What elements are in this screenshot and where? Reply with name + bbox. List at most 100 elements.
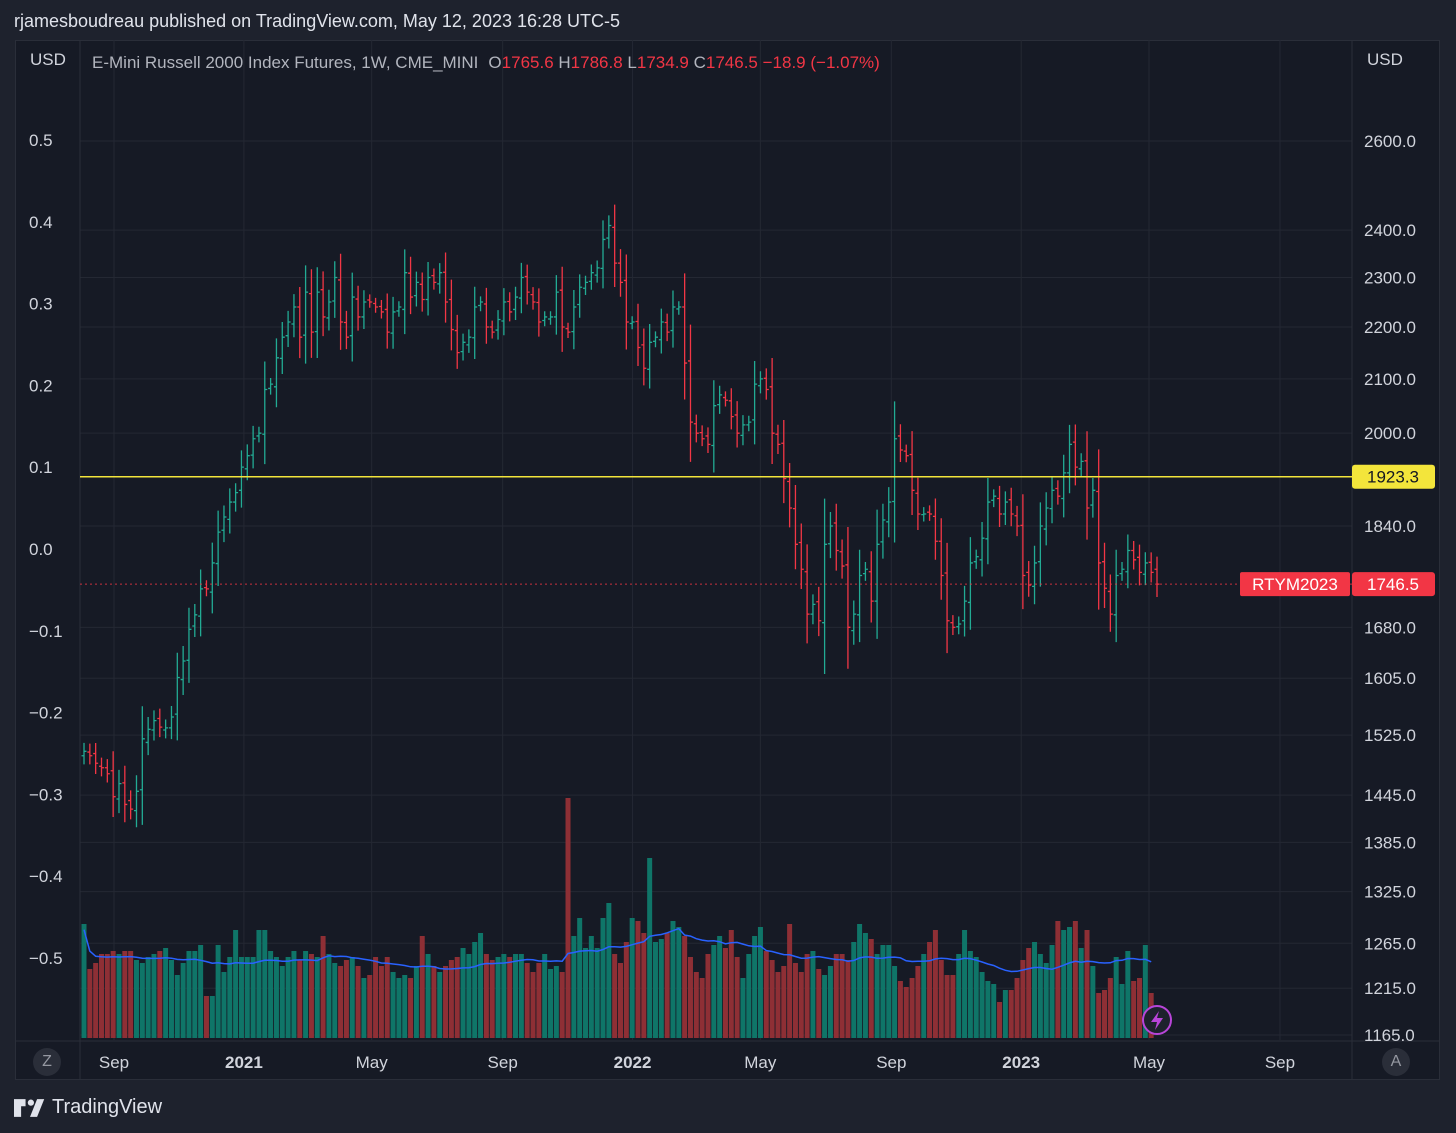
ohlc-bar[interactable] xyxy=(985,477,991,565)
ohlc-bar[interactable] xyxy=(693,414,699,443)
ohlc-bar[interactable] xyxy=(349,272,355,362)
ohlc-bar[interactable] xyxy=(145,716,151,756)
ohlc-bar[interactable] xyxy=(950,615,956,635)
ohlc-bar[interactable] xyxy=(909,431,915,516)
ohlc-bar[interactable] xyxy=(798,523,804,589)
ohlc-bar[interactable] xyxy=(262,361,268,465)
ohlc-bar[interactable] xyxy=(740,415,746,446)
auto-scale-z-button[interactable]: Z xyxy=(33,1048,61,1076)
ohlc-bar[interactable] xyxy=(862,562,868,581)
ohlc-bar[interactable] xyxy=(128,790,134,820)
ohlc-bar[interactable] xyxy=(215,510,221,587)
ohlc-bar[interactable] xyxy=(746,415,752,432)
ohlc-bar[interactable] xyxy=(722,391,728,407)
ohlc-bar[interactable] xyxy=(583,275,589,295)
ohlc-bar[interactable] xyxy=(600,220,606,289)
ohlc-bar[interactable] xyxy=(1096,449,1102,610)
ohlc-bar[interactable] xyxy=(355,285,361,331)
ohlc-bar[interactable] xyxy=(588,264,594,290)
ohlc-bar[interactable] xyxy=(168,706,174,740)
ohlc-bar[interactable] xyxy=(384,293,390,349)
ohlc-bar[interactable] xyxy=(979,522,985,577)
ohlc-bar[interactable] xyxy=(1020,494,1026,610)
ohlc-bar[interactable] xyxy=(256,426,262,443)
ohlc-bar[interactable] xyxy=(577,274,583,318)
ohlc-bar[interactable] xyxy=(967,537,973,630)
ohlc-bar[interactable] xyxy=(1067,424,1073,494)
ohlc-bar[interactable] xyxy=(559,266,565,352)
ohlc-bar[interactable] xyxy=(973,549,979,569)
ohlc-bar[interactable] xyxy=(629,316,635,330)
ohlc-bar[interactable] xyxy=(378,299,384,319)
ohlc-bar[interactable] xyxy=(927,505,933,521)
ohlc-bar[interactable] xyxy=(495,310,501,340)
ohlc-bar[interactable] xyxy=(851,600,857,645)
ohlc-bar[interactable] xyxy=(320,271,326,337)
ohlc-bar[interactable] xyxy=(618,249,623,297)
ohlc-bar[interactable] xyxy=(443,252,449,323)
ohlc-bar[interactable] xyxy=(203,580,209,597)
ohlc-bar[interactable] xyxy=(483,287,489,344)
ohlc-bar[interactable] xyxy=(717,385,723,414)
ohlc-bar[interactable] xyxy=(408,256,414,315)
ohlc-bar[interactable] xyxy=(728,388,734,430)
ohlc-bar[interactable] xyxy=(81,742,87,765)
ohlc-bar[interactable] xyxy=(1008,487,1014,527)
ohlc-bar[interactable] xyxy=(1049,476,1055,524)
ohlc-bar[interactable] xyxy=(227,488,233,534)
ohlc-bar[interactable] xyxy=(1148,552,1154,583)
ohlc-bar[interactable] xyxy=(775,424,781,455)
ohlc-bar[interactable] xyxy=(932,498,938,560)
ohlc-bar[interactable] xyxy=(781,420,787,504)
ohlc-bar[interactable] xyxy=(221,505,227,543)
ohlc-bar[interactable] xyxy=(209,542,215,614)
ohlc-bar[interactable] xyxy=(518,262,524,314)
ohlc-bar[interactable] xyxy=(192,604,198,638)
ohlc-bar[interactable] xyxy=(594,260,600,283)
ohlc-bar[interactable] xyxy=(104,759,110,783)
ohlc-bar[interactable] xyxy=(250,425,256,469)
ohlc-bar[interactable] xyxy=(606,215,612,249)
ohlc-bar[interactable] xyxy=(705,427,711,454)
ohlc-bar[interactable] xyxy=(507,292,513,322)
ohlc-bar[interactable] xyxy=(956,616,962,635)
ohlc-bar[interactable] xyxy=(1142,552,1148,586)
ohlc-bar[interactable] xyxy=(122,765,128,823)
ohlc-bar[interactable] xyxy=(367,294,373,308)
ohlc-bar[interactable] xyxy=(373,297,379,313)
ohlc-bar[interactable] xyxy=(1137,544,1143,586)
ohlc-bar[interactable] xyxy=(174,652,180,741)
ohlc-bar[interactable] xyxy=(565,322,571,338)
ohlc-bar[interactable] xyxy=(1072,424,1078,486)
ohlc-bar[interactable] xyxy=(454,314,460,369)
ohlc-bar[interactable] xyxy=(472,286,478,359)
ohlc-bar[interactable] xyxy=(792,485,798,570)
ohlc-bar[interactable] xyxy=(635,303,641,366)
ohlc-bar[interactable] xyxy=(991,489,997,508)
ohlc-bar[interactable] xyxy=(501,288,507,336)
ohlc-bar[interactable] xyxy=(186,607,192,683)
ohlc-bar[interactable] xyxy=(396,301,402,317)
ohlc-bar[interactable] xyxy=(93,742,99,774)
ohlc-bar[interactable] xyxy=(314,267,320,358)
ohlc-bar[interactable] xyxy=(548,311,554,325)
ohlc-bar[interactable] xyxy=(460,333,466,361)
ohlc-bar[interactable] xyxy=(752,360,758,445)
ohlc-bar[interactable] xyxy=(244,444,250,481)
ohlc-bar[interactable] xyxy=(816,586,822,637)
ohlc-bar[interactable] xyxy=(110,751,116,817)
ohlc-bar[interactable] xyxy=(133,775,139,828)
ohlc-bar[interactable] xyxy=(886,487,892,538)
chart-frame[interactable] xyxy=(15,40,1440,1080)
ohlc-bar[interactable] xyxy=(687,324,693,462)
ohlc-bar[interactable] xyxy=(332,261,338,318)
ohlc-bar[interactable] xyxy=(1014,505,1020,537)
ohlc-bar[interactable] xyxy=(1037,502,1043,587)
ohlc-bar[interactable] xyxy=(268,378,274,395)
ohlc-bar[interactable] xyxy=(711,380,717,473)
ohlc-bar[interactable] xyxy=(163,719,169,739)
ohlc-bar[interactable] xyxy=(285,310,291,348)
ohlc-bar[interactable] xyxy=(1084,431,1090,540)
ohlc-bar[interactable] xyxy=(699,425,705,447)
